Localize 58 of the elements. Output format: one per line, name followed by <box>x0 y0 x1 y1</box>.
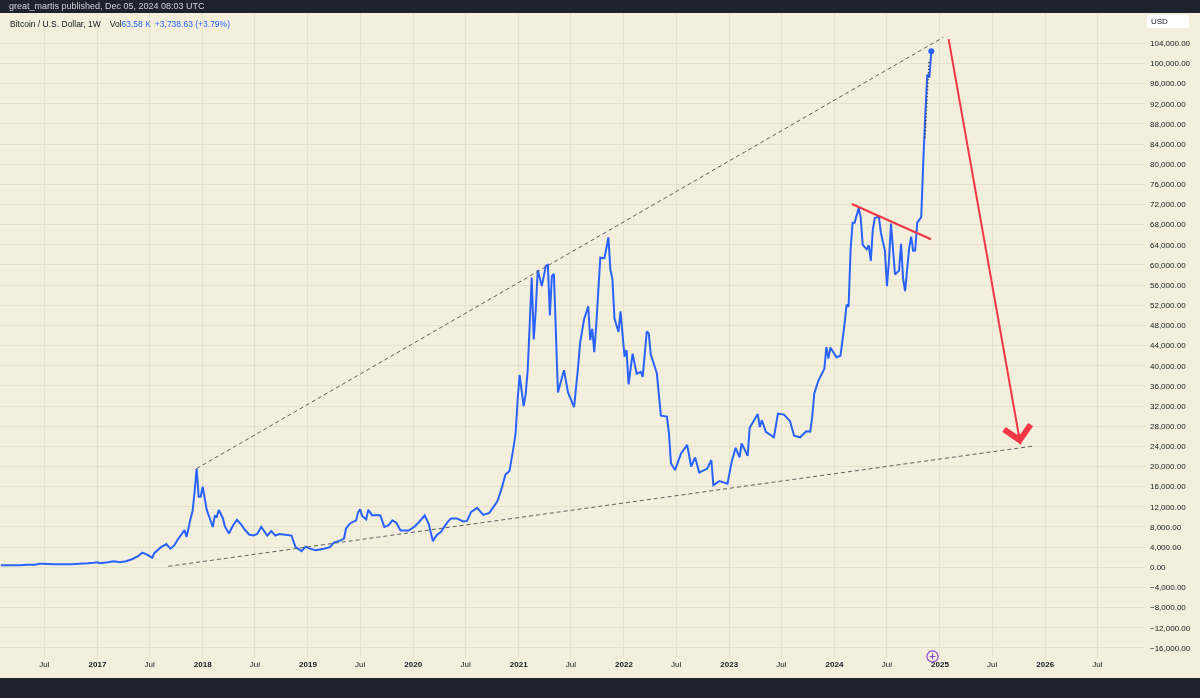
x-tick-label: 2020 <box>404 660 423 669</box>
x-tick-label: 2021 <box>509 660 529 669</box>
y-tick-label: 36,000.00 <box>1150 381 1187 391</box>
x-tick-label: Jul <box>881 660 893 669</box>
y-tick-label: 76,000.00 <box>1150 180 1187 190</box>
y-tick-label: 24,000.00 <box>1150 442 1187 452</box>
x-tick-label: Jul <box>249 660 261 669</box>
y-tick-label: 12,000.00 <box>1150 502 1187 512</box>
annotation: Vol <box>109 19 122 30</box>
y-tick-label: 40,000.00 <box>1150 361 1187 371</box>
y-tick-label: 84,000.00 <box>1150 139 1187 149</box>
y-tick-label: 64,000.00 <box>1150 240 1187 250</box>
y-tick-label: −16,000.00 <box>1150 643 1191 653</box>
x-tick-label: Jul <box>39 660 50 669</box>
x-tick-label: 2018 <box>193 660 213 669</box>
y-tick-label: 32,000.00 <box>1150 401 1187 411</box>
y-tick-label: 88,000.00 <box>1150 119 1187 129</box>
y-tick-label: 16,000.00 <box>1150 482 1187 492</box>
x-tick-label: Jul <box>355 660 366 669</box>
y-axis-title: USD <box>1147 15 1189 28</box>
y-tick-label: 0.00 <box>1150 563 1167 573</box>
y-tick-label: 60,000.00 <box>1150 260 1187 270</box>
y-tick-label: 100,000.00 <box>1150 59 1191 69</box>
x-tick-label: 2022 <box>615 660 634 669</box>
x-tick-label: 2025 <box>931 660 950 669</box>
y-tick-label: 56,000.00 <box>1150 280 1187 290</box>
x-tick-label: Jul <box>460 660 471 669</box>
annotation: 63.58 K <box>121 19 151 30</box>
x-tick-label: Jul <box>776 660 787 669</box>
y-tick-label: 80,000.00 <box>1150 159 1187 169</box>
y-tick-label: 96,000.00 <box>1150 79 1187 89</box>
y-tick-label: 28,000.00 <box>1150 422 1187 431</box>
x-tick-label: 2026 <box>1036 660 1055 669</box>
x-tick-label: Jul <box>144 660 155 669</box>
y-tick-label: 8,000.00 <box>1150 522 1182 532</box>
x-tick-label: 2023 <box>720 660 739 669</box>
y-tick-label: −4,000.00 <box>1150 583 1187 593</box>
y-tick-label: 92,000.00 <box>1150 99 1187 109</box>
y-tick-label: 44,000.00 <box>1150 341 1187 351</box>
x-tick-label: 2024 <box>825 660 844 669</box>
y-tick-label: 72,000.00 <box>1150 200 1187 210</box>
x-tick-label: Jul <box>1092 660 1103 669</box>
x-tick-label: 2017 <box>88 660 107 669</box>
x-tick-label: Jul <box>671 660 682 669</box>
y-tick-label: −12,000.00 <box>1150 623 1191 633</box>
y-tick-label: 52,000.00 <box>1150 301 1187 311</box>
y-tick-label: 48,000.00 <box>1150 321 1187 331</box>
annotation: +3,738.63 (+3.79%) <box>154 19 230 30</box>
x-tick-label: Jul <box>565 660 577 669</box>
y-tick-label: 104,000.00 <box>1150 39 1191 49</box>
text: Bitcoin / U.S. Dollar, 1W <box>10 19 101 30</box>
y-tick-label: 20,000.00 <box>1150 462 1187 472</box>
y-tick-label: −8,000.00 <box>1150 603 1187 613</box>
y-tick-label: 68,000.00 <box>1150 220 1187 230</box>
x-tick-label: Jul <box>987 660 998 669</box>
x-tick-label: 2019 <box>299 660 318 669</box>
y-tick-label: 4,000.00 <box>1150 542 1182 552</box>
text: great_martis published, Dec 05, 2024 08:03 UTC <box>9 1 205 12</box>
